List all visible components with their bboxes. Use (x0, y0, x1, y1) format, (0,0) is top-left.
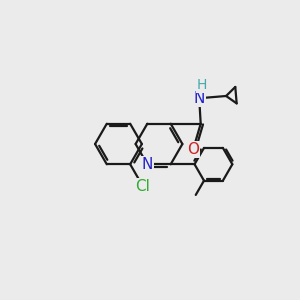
Text: N: N (142, 157, 153, 172)
Text: O: O (187, 142, 199, 157)
Text: N: N (194, 91, 205, 106)
Text: Cl: Cl (136, 179, 150, 194)
Text: H: H (197, 78, 207, 92)
